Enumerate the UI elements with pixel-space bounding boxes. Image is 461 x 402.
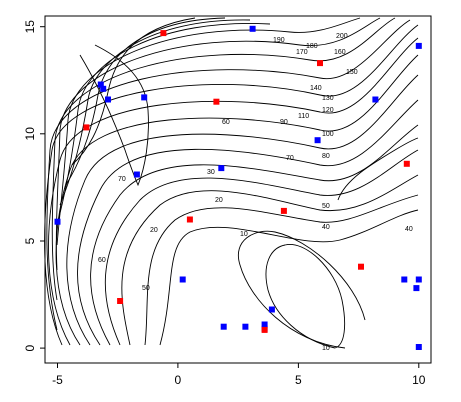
contour-line [51, 17, 396, 301]
red-point [117, 298, 124, 304]
blue-point [133, 171, 140, 178]
contour-line [56, 22, 271, 226]
contour-label: 40 [405, 226, 413, 233]
blue-point [415, 42, 422, 49]
blue-point [242, 323, 249, 330]
y-axis: 0 5 10 15 [23, 20, 46, 351]
contour-label: 160 [334, 49, 346, 56]
contour-line [46, 19, 411, 331]
y-tick-label: 15 [23, 20, 37, 34]
contour-label: 140 [310, 85, 322, 92]
red-point [317, 60, 323, 67]
x-tick-label: 5 [295, 373, 302, 387]
contour-label: 150 [346, 69, 358, 76]
contour-line [55, 17, 381, 271]
blue-point [179, 276, 186, 283]
blue-point [413, 285, 420, 292]
contour-labels: 10 10 20 20 30 40 40 50 50 60 60 70 70 8… [98, 33, 413, 352]
contour-label: 90 [280, 119, 288, 126]
x-tick-label: 0 [175, 373, 182, 387]
contour-line [237, 230, 366, 349]
red-point [160, 30, 167, 37]
contour-line [121, 174, 419, 346]
contour-line [71, 17, 196, 166]
red-point [261, 326, 268, 333]
contour-label: 190 [273, 37, 285, 44]
blue-point [220, 323, 227, 330]
y-tick-label: 0 [23, 344, 37, 351]
red-point [213, 98, 220, 105]
contour-label: 10 [240, 231, 248, 238]
contour-label: 180 [306, 43, 318, 50]
contour-label: 70 [118, 176, 126, 183]
contour-line [66, 74, 419, 346]
red-point [83, 124, 90, 131]
blue-point [141, 94, 148, 101]
contour-label: 50 [142, 285, 150, 292]
data-points [54, 25, 422, 350]
y-tick-label: 10 [23, 127, 37, 141]
x-axis: -5 0 5 10 [52, 362, 426, 387]
contour-label: 30 [207, 169, 215, 176]
contour-label: 120 [322, 107, 334, 114]
contour-line [144, 194, 419, 346]
contour-line [48, 37, 419, 346]
red-point [403, 160, 410, 167]
contour-label: 40 [322, 224, 330, 231]
contour-line [59, 19, 251, 206]
contour-label: 130 [322, 95, 334, 102]
blue-point [105, 96, 111, 103]
contour-line [90, 124, 419, 346]
blue-point [54, 218, 61, 225]
contour-label: 20 [150, 227, 158, 234]
contour-label: 110 [298, 113, 309, 120]
x-tick-label: 10 [412, 373, 426, 387]
blue-point [415, 344, 422, 350]
contour-label: 170 [296, 49, 308, 56]
blue-point [372, 96, 379, 103]
contour-label: 60 [98, 257, 106, 264]
blue-point [97, 81, 104, 88]
contour-label: 20 [215, 197, 223, 204]
contour-label: 80 [322, 153, 330, 160]
blue-point [218, 165, 225, 172]
contour-line [159, 209, 419, 346]
red-point [186, 216, 193, 223]
contour-label: 200 [336, 33, 348, 40]
blue-point [401, 276, 408, 283]
x-tick-label: -5 [52, 373, 63, 387]
contour-label: 60 [222, 119, 230, 126]
red-point [358, 263, 364, 270]
contour-line [79, 44, 149, 187]
red-point [280, 207, 287, 214]
blue-point [415, 276, 422, 283]
contour-line [337, 137, 419, 201]
blue-point [249, 25, 256, 32]
contour-line [104, 149, 419, 346]
contour-label: 10 [322, 345, 330, 352]
y-tick-label: 5 [23, 237, 37, 244]
blue-point [100, 85, 107, 92]
contour-line [265, 244, 346, 349]
blue-point [261, 321, 268, 328]
contour-line [56, 17, 361, 246]
contour-label: 100 [322, 131, 334, 138]
contour-label: 70 [286, 155, 294, 162]
contour-label: 50 [322, 203, 330, 210]
blue-point [268, 306, 275, 313]
contour-line [77, 99, 419, 346]
blue-point [314, 137, 321, 144]
